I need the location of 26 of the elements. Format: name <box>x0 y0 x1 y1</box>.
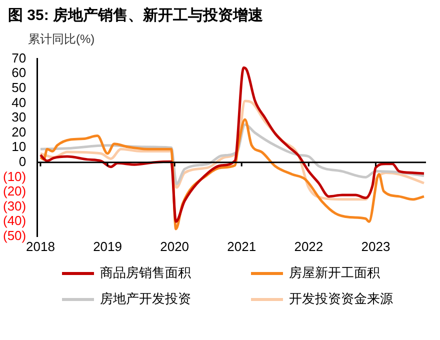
x-tick-label: 2021 <box>227 238 256 254</box>
legend-label: 房地产开发投资 <box>100 290 191 308</box>
y-tick-label: (20) <box>2 184 26 199</box>
x-tick-label: 2023 <box>361 238 390 254</box>
y-tick-label: 50 <box>12 80 26 95</box>
y-tick-label: 20 <box>12 124 26 140</box>
x-tick-label: 2019 <box>93 238 122 254</box>
y-axis-title: 累计同比(%) <box>27 31 96 48</box>
line-series <box>39 66 426 223</box>
y-tick-label: 60 <box>12 65 26 80</box>
legend-label: 开发投资资金来源 <box>289 290 393 308</box>
y-tick-label: (10) <box>2 168 26 184</box>
chart-title: 图 35: 房地产销售、新开工与投资增速 <box>7 6 264 25</box>
y-tick-label: (30) <box>2 198 26 214</box>
x-tick-label: 2020 <box>160 238 190 254</box>
y-tick-label: 40 <box>12 94 26 110</box>
y-tick-label: 70 <box>12 50 26 66</box>
y-tick-label: (40) <box>2 213 26 228</box>
legend-label: 商品房销售面积 <box>100 264 191 282</box>
y-tick-label: (50) <box>2 228 26 243</box>
y-tick-label: 10 <box>12 139 26 154</box>
legend-label: 房屋新开工面积 <box>289 264 380 282</box>
x-tick-label: 2022 <box>294 238 324 254</box>
y-tick-label: 0 <box>18 154 26 169</box>
x-tick-label: 2018 <box>26 238 55 254</box>
y-tick-label: 30 <box>12 110 26 125</box>
